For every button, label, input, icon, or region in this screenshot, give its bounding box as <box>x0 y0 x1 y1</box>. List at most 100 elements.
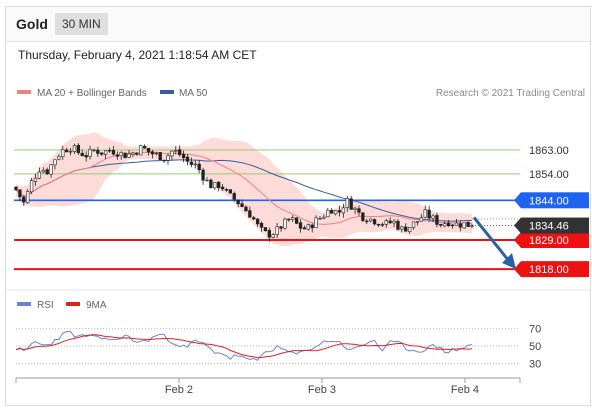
candle-body <box>380 224 385 226</box>
candle-body <box>435 215 439 225</box>
widget-header: Gold 30 MIN <box>6 7 590 42</box>
candle-body <box>41 170 45 173</box>
candle-body <box>224 189 229 191</box>
candle-body <box>84 155 88 158</box>
forecast-arrow-shaft <box>472 216 511 262</box>
candle-body <box>306 224 310 230</box>
candle-body <box>72 145 77 152</box>
candle-body <box>365 220 369 223</box>
candle-body <box>29 180 34 193</box>
candle-body <box>341 207 346 214</box>
candle-body <box>372 219 377 225</box>
candle-body <box>392 220 396 224</box>
candle-body <box>252 217 256 220</box>
candle-body <box>259 222 264 228</box>
ma20-line <box>15 151 473 225</box>
candle-body <box>318 217 322 220</box>
candle-body <box>209 179 213 189</box>
candle-body <box>185 156 190 162</box>
candle-body <box>92 149 96 152</box>
rsi-line <box>15 330 473 361</box>
candle-body <box>263 227 268 231</box>
x-tick-label: Feb 2 <box>165 384 193 396</box>
forecast-arrow-head <box>502 253 516 269</box>
candle-body <box>443 223 447 227</box>
rsi-tick-label: 30 <box>529 358 541 370</box>
candle-body <box>111 149 116 155</box>
candle-body <box>322 216 326 219</box>
resistance-level-label: 1863.00 <box>529 145 569 157</box>
candle-body <box>255 218 260 225</box>
candle-body <box>236 199 240 205</box>
candle-body <box>135 152 139 155</box>
candle-body <box>170 150 174 157</box>
candle-body <box>76 144 81 154</box>
candle-body <box>248 210 252 218</box>
x-tick-label: Feb 4 <box>451 384 479 396</box>
candle-body <box>217 181 221 188</box>
candle-body <box>213 182 217 189</box>
current-price-tag-pointer <box>514 217 521 234</box>
candle-body <box>88 149 92 157</box>
candle-body <box>107 149 112 152</box>
candle-body <box>127 153 131 158</box>
candle-body <box>279 226 283 229</box>
candle-body <box>162 159 166 162</box>
candle-body <box>310 224 314 229</box>
resistance-level-label: 1854.00 <box>529 169 569 181</box>
ma50-legend-swatch <box>160 90 174 94</box>
candle-body <box>267 230 271 238</box>
chart-widget: Gold 30 MIN Thursday, February 4, 2021 1… <box>5 6 591 406</box>
timeframe-button[interactable]: 30 MIN <box>55 13 108 35</box>
candle-body <box>466 221 470 227</box>
candle-body <box>333 210 338 215</box>
candle-body <box>220 186 225 190</box>
candle-body <box>287 218 291 221</box>
ma20-legend-swatch <box>17 90 31 94</box>
candle-body <box>462 222 466 229</box>
candle-body <box>33 177 38 182</box>
candle-body <box>419 217 423 222</box>
candle-body <box>439 223 443 226</box>
support-level-tag <box>521 261 589 278</box>
candle-body <box>400 226 404 230</box>
candle-body <box>96 149 100 154</box>
candle-body <box>232 193 236 200</box>
candle-body <box>14 186 18 191</box>
candle-body <box>205 179 209 182</box>
support-level-tag <box>521 232 589 248</box>
candle-body <box>37 171 42 179</box>
candle-body <box>150 151 155 155</box>
candle-body <box>123 152 127 159</box>
candle-body <box>361 212 365 221</box>
credit-text: Research © 2021 Trading Central <box>436 88 585 99</box>
candle-body <box>201 169 205 181</box>
candle-body <box>470 225 474 227</box>
candle-body <box>431 215 435 219</box>
ma50-line <box>15 159 473 222</box>
candle-body <box>454 222 459 226</box>
candle-body <box>228 189 233 194</box>
candle-body <box>26 190 30 204</box>
timestamp: Thursday, February 4, 2021 1:18:54 AM CE… <box>18 48 257 62</box>
candle-body <box>458 223 462 228</box>
candle-body <box>302 227 307 230</box>
bollinger-band <box>16 132 472 247</box>
candle-body <box>142 145 147 149</box>
candle-body <box>154 152 158 155</box>
current-price-label: 1834.46 <box>529 221 569 233</box>
candle-body <box>115 154 119 157</box>
candle-body <box>45 169 49 175</box>
candle-body <box>49 164 53 175</box>
candle-body <box>166 155 170 161</box>
candle-body <box>131 152 135 155</box>
candle-body <box>197 163 201 171</box>
current-price-tag <box>521 217 589 234</box>
candle-body <box>139 145 143 156</box>
pivot-level-tag <box>521 192 589 209</box>
candle-body <box>353 207 357 210</box>
candle-body <box>189 161 194 165</box>
candle-body <box>357 208 361 213</box>
support-level-label: 1829.00 <box>529 235 569 247</box>
